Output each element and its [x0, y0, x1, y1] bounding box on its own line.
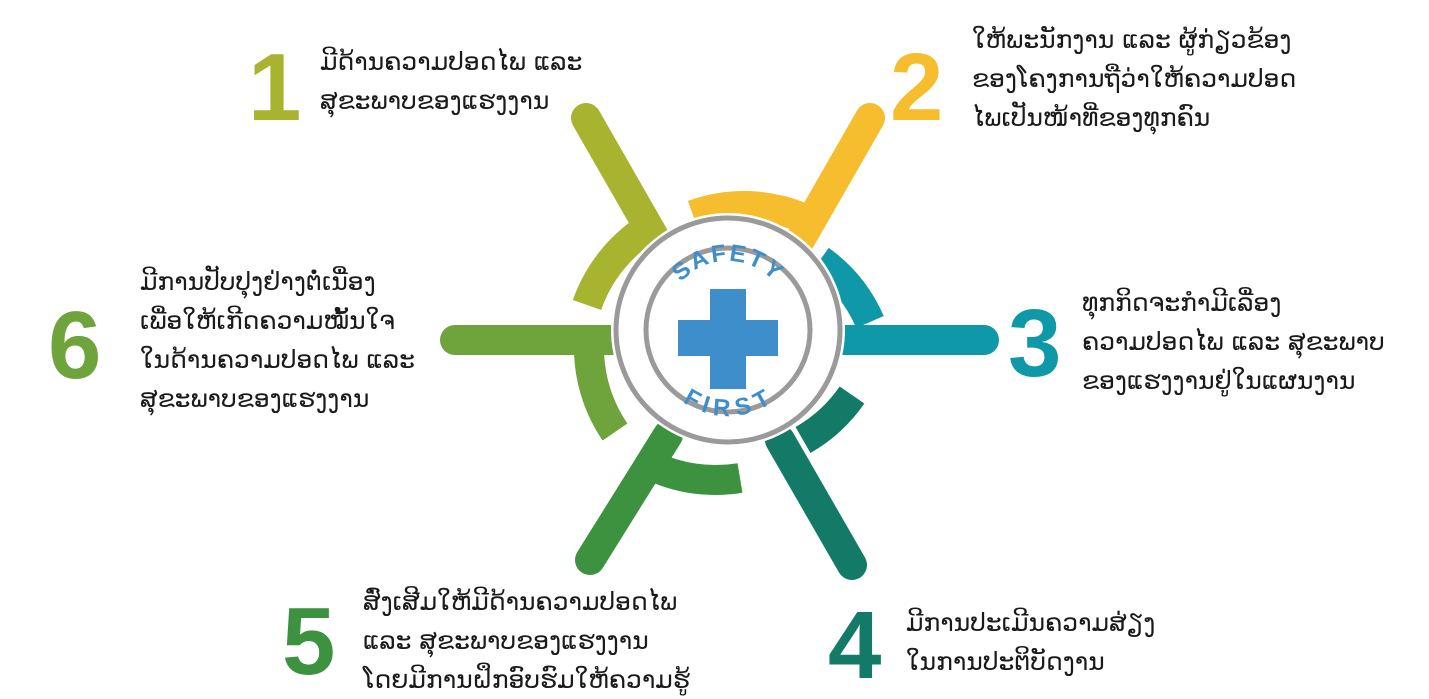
item-3-line: ທຸກກິດຈະກຳມີເລື່ອງ	[1082, 288, 1282, 317]
item-5-text: ສົ່ງເສີມໃຫ້ມີດ້ານຄວາມປອດໄພ ແລະ ສຸຂະພາບຂອ…	[363, 582, 690, 699]
item-4-number: 4	[828, 592, 882, 699]
item-2-line: ຂອງໂຄງການຖືວ່າໃຫ້ຄວາມປອດ	[972, 64, 1297, 93]
spoke-4	[765, 386, 867, 580]
item-2-line: ໄພເປັນໜ້າທີ່ຂອງທຸກຄົນ	[972, 103, 1211, 132]
item-3-line: ຂອງແຮງງານຢູ່ໃນແຜນງານ	[1082, 366, 1356, 395]
item-6-text: ມີການປັບປຸງຢ່າງຕໍ່ເນື່ອງ ເພື່ອໃຫ້ເກີດຄວາ…	[140, 262, 415, 418]
item-6-line: ໃນດ້ານຄວາມປອດໄພ ແລະ	[140, 345, 415, 374]
item-1-line: ມີດ້ານຄວາມປອດໄພ ແລະ	[320, 47, 583, 76]
item-3-text: ທຸກກິດຈະກຳມີເລື່ອງ ຄວາມປອດໄພ ແລະ ສຸຂະພາບ…	[1082, 283, 1385, 400]
item-2-number: 2	[890, 34, 944, 141]
item-3-line: ຄວາມປອດໄພ ແລະ ສຸຂະພາບ	[1082, 327, 1385, 356]
item-5-line: ແລະ ສຸຂະພາບຂອງແຮງງານ	[363, 626, 649, 655]
spoke-6	[440, 325, 630, 441]
item-2-line: ໃຫ້ພະນັກງານ ແລະ ຜູ້ກ່ຽວຂ້ອງ	[972, 25, 1292, 54]
item-6-line: ສຸຂະພາບຂອງແຮງງານ	[140, 384, 370, 413]
item-4-text: ມີການປະເມີນຄວາມສ່ຽງ ໃນການປະຕິບັດງານ	[906, 603, 1155, 681]
spoke-3	[810, 247, 999, 355]
item-6-number: 6	[48, 292, 102, 399]
item-6-line: ເພື່ອໃຫ້ເກີດຄວາມໝັ້ນໃຈ	[140, 306, 395, 335]
item-1-text: ມີດ້ານຄວາມປອດໄພ ແລະ ສຸຂະພາບຂອງແຮງງານ	[320, 42, 582, 120]
item-3-number: 3	[1008, 290, 1062, 397]
item-4-line: ມີການປະເມີນຄວາມສ່ຽງ	[906, 608, 1156, 637]
item-2-text: ໃຫ້ພະນັກງານ ແລະ ຜູ້ກ່ຽວຂ້ອງ ຂອງໂຄງການຖືວ…	[972, 20, 1296, 137]
item-1-line: ສຸຂະພາບຂອງແຮງງານ	[320, 86, 550, 115]
item-5-line: ໂດຍມີການຝຶກອົບຮົມໃຫ້ຄວາມຮູ້	[363, 665, 690, 694]
item-1-number: 1	[248, 34, 302, 141]
item-5-number: 5	[282, 588, 336, 695]
item-6-line: ມີການປັບປຸງຢ່າງຕໍ່ເນື່ອງ	[140, 267, 376, 296]
safety-first-badge: SAFETY FIRST	[611, 213, 845, 447]
plus-cross-icon	[678, 289, 778, 389]
item-4-line: ໃນການປະຕິບັດງານ	[906, 647, 1105, 676]
spoke-5	[575, 420, 743, 575]
item-5-line: ສົ່ງເສີມໃຫ້ມີດ້ານຄວາມປອດໄພ	[363, 587, 678, 616]
